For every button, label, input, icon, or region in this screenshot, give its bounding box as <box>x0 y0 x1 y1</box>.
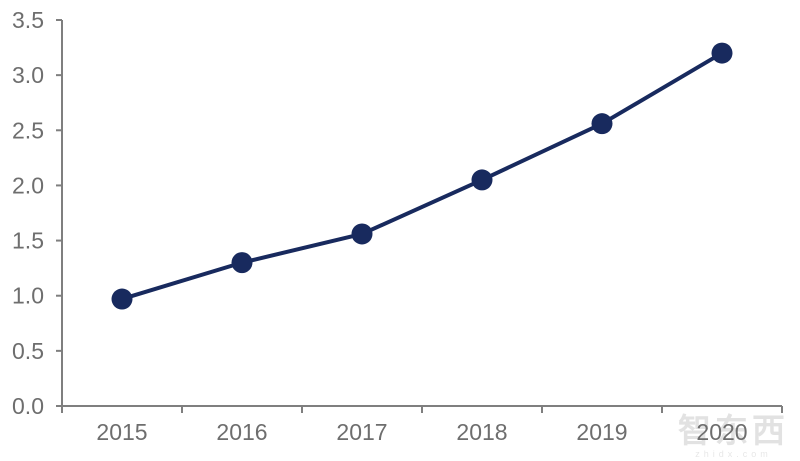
y-axis-tick-label: 0.0 <box>12 393 44 419</box>
y-axis-tick-label: 2.0 <box>12 172 44 198</box>
x-axis-tick-label: 2020 <box>696 419 747 445</box>
x-axis-tick-label: 2019 <box>576 419 627 445</box>
y-axis-tick-label: 1.5 <box>12 228 44 254</box>
y-axis-tick-label: 1.0 <box>12 283 44 309</box>
data-point-marker <box>231 252 253 274</box>
x-axis-tick-label: 2017 <box>336 419 387 445</box>
data-point-marker <box>471 169 493 191</box>
data-point-marker <box>351 223 373 245</box>
y-axis-tick-label: 3.5 <box>12 7 44 33</box>
series-line <box>120 51 724 302</box>
data-point-marker <box>711 42 733 64</box>
x-axis-tick-label: 2016 <box>216 419 267 445</box>
y-axis-tick-label: 0.5 <box>12 338 44 364</box>
data-point-marker <box>111 288 133 310</box>
data-point-marker <box>591 113 613 135</box>
x-axis-tick-label: 2015 <box>96 419 147 445</box>
x-axis-tick-label: 2018 <box>456 419 507 445</box>
y-axis-tick-label: 3.0 <box>12 62 44 88</box>
y-axis-tick-label: 2.5 <box>12 117 44 143</box>
